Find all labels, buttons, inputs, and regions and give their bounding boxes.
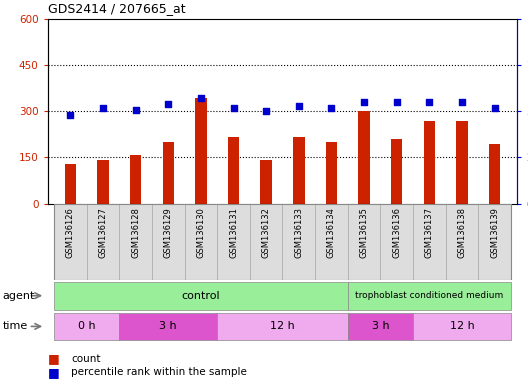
Text: GSM136130: GSM136130 (196, 207, 205, 258)
Text: time: time (3, 321, 28, 331)
Bar (250, 204, 282, 280)
Bar (456, 121, 468, 204)
Bar (195, 98, 206, 204)
Point (491, 104, 499, 111)
Text: GSM136128: GSM136128 (131, 207, 140, 258)
Text: GSM136132: GSM136132 (262, 207, 271, 258)
Text: GSM136134: GSM136134 (327, 207, 336, 258)
Text: agent: agent (3, 291, 35, 301)
Text: GSM136136: GSM136136 (392, 207, 401, 258)
Bar (130, 155, 142, 204)
Bar (54, 204, 87, 280)
Bar (413, 313, 511, 340)
Point (229, 104, 238, 111)
Text: GSM136135: GSM136135 (360, 207, 369, 258)
Bar (413, 204, 446, 280)
Text: GSM136127: GSM136127 (99, 207, 108, 258)
Text: 12 h: 12 h (449, 321, 474, 331)
Text: GSM136131: GSM136131 (229, 207, 238, 258)
Bar (54, 282, 348, 310)
Bar (152, 204, 185, 280)
Text: GSM136126: GSM136126 (66, 207, 75, 258)
Bar (64, 164, 76, 204)
Bar (348, 313, 413, 340)
Bar (119, 204, 152, 280)
Text: GSM136138: GSM136138 (457, 207, 466, 258)
Point (196, 95, 205, 101)
Point (131, 106, 140, 113)
Bar (119, 313, 217, 340)
Bar (54, 313, 119, 340)
Text: GSM136137: GSM136137 (425, 207, 434, 258)
Bar (391, 139, 402, 204)
Point (99, 104, 107, 111)
Bar (282, 204, 315, 280)
Bar (163, 142, 174, 204)
Text: ■: ■ (48, 353, 59, 366)
Bar (359, 111, 370, 204)
Point (458, 99, 466, 105)
Bar (185, 204, 217, 280)
Text: ■: ■ (48, 366, 59, 379)
Bar (423, 121, 435, 204)
Text: GSM136139: GSM136139 (490, 207, 499, 258)
Bar (87, 204, 119, 280)
Bar (260, 160, 272, 204)
Bar (380, 204, 413, 280)
Text: 3 h: 3 h (159, 321, 177, 331)
Bar (348, 204, 380, 280)
Bar (315, 204, 348, 280)
Point (262, 108, 270, 114)
Bar (217, 204, 250, 280)
Bar (489, 144, 501, 204)
Point (392, 99, 401, 105)
Text: control: control (182, 291, 220, 301)
Bar (326, 142, 337, 204)
Text: 3 h: 3 h (372, 321, 389, 331)
Text: 0 h: 0 h (78, 321, 96, 331)
Bar (293, 137, 305, 204)
Text: GSM136133: GSM136133 (294, 207, 303, 258)
Bar (97, 160, 109, 204)
Point (425, 99, 433, 105)
Text: 12 h: 12 h (270, 321, 295, 331)
Bar (217, 313, 348, 340)
Bar (348, 282, 511, 310)
Bar (478, 204, 511, 280)
Point (66, 112, 74, 118)
Text: percentile rank within the sample: percentile rank within the sample (71, 367, 247, 377)
Point (360, 99, 369, 105)
Text: GSM136129: GSM136129 (164, 207, 173, 258)
Text: count: count (71, 354, 101, 364)
Point (164, 101, 173, 107)
Text: trophoblast conditioned medium: trophoblast conditioned medium (355, 291, 504, 300)
Point (295, 103, 303, 109)
Text: GDS2414 / 207665_at: GDS2414 / 207665_at (48, 2, 185, 15)
Bar (228, 137, 239, 204)
Bar (446, 204, 478, 280)
Point (327, 104, 336, 111)
